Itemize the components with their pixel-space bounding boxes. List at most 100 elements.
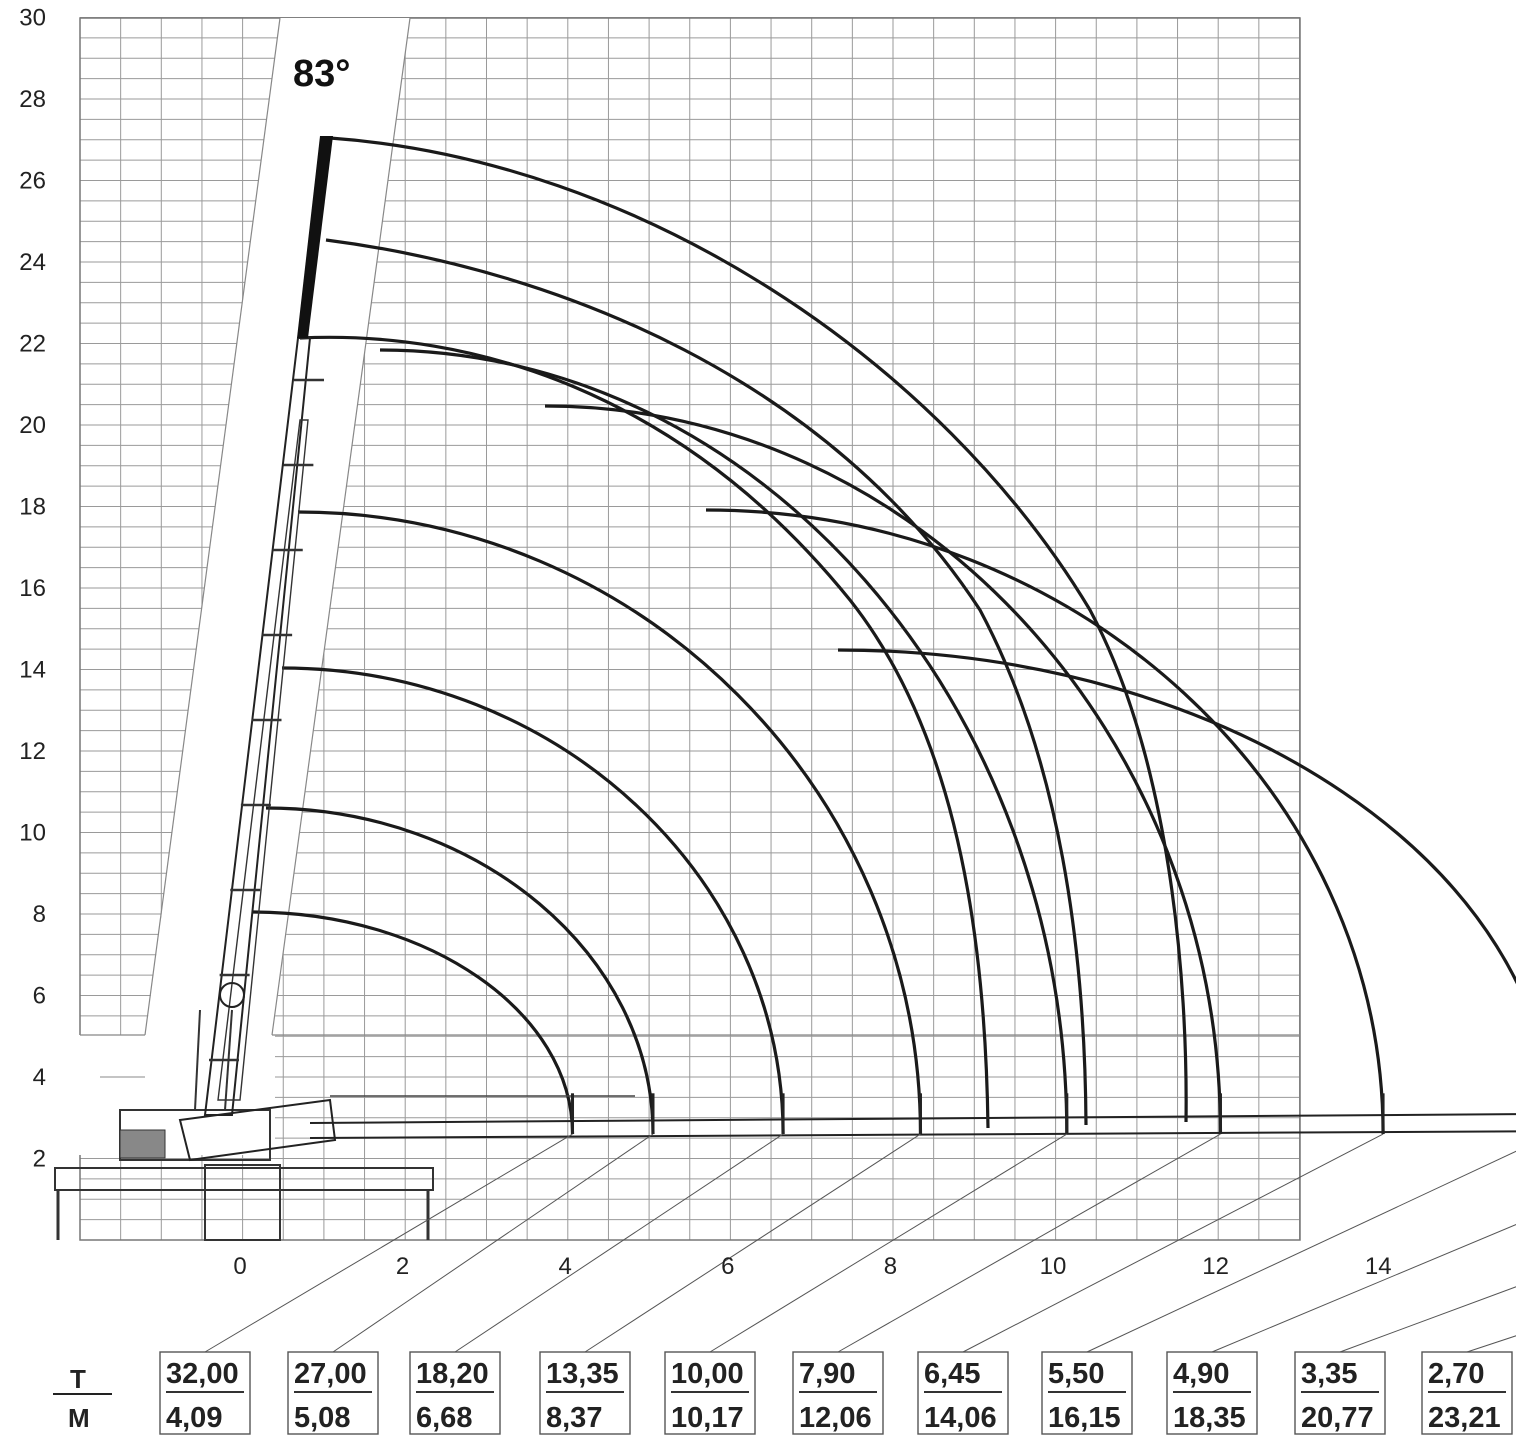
plot-frame	[79, 17, 1301, 1241]
load-box: 5,50 16,15	[1041, 1351, 1133, 1435]
axis-labels: 0246810121416182022242624681012141618202…	[19, 5, 1392, 1281]
load-value-tonnes: 2,70	[1428, 1358, 1484, 1390]
boom-extension	[217, 419, 309, 1101]
y-tick-label: 12	[19, 738, 46, 765]
corridor-edge-left	[144, 17, 281, 1036]
load-value-tonnes: 32,00	[166, 1358, 239, 1390]
leader-line	[837, 1133, 1221, 1353]
horizontal-boom-top	[309, 1113, 1516, 1124]
reach-arc	[705, 508, 1385, 1135]
boom-angle-label: 83°	[293, 53, 350, 95]
y-tick-label: 30	[19, 5, 46, 32]
leader-line	[332, 1133, 654, 1353]
crane-drawing	[54, 136, 1516, 1241]
load-radius-metres: 8,37	[546, 1402, 602, 1434]
load-value-tonnes: 7,90	[799, 1358, 855, 1390]
load-value-tonnes: 3,35	[1301, 1358, 1357, 1390]
leader-line	[1339, 1286, 1516, 1353]
unit-metres-label: M	[68, 1403, 90, 1433]
load-box: 2,70 23,21	[1421, 1351, 1513, 1435]
load-box: 4,90 18,35	[1166, 1351, 1258, 1435]
load-value-tonnes: 27,00	[294, 1358, 367, 1390]
leader-line	[1211, 1224, 1516, 1353]
boom-corridor-band	[145, 18, 410, 1040]
corridor-edge-right	[271, 17, 411, 1036]
load-box: 18,20 6,68	[409, 1351, 501, 1435]
load-radius-metres: 6,68	[416, 1402, 472, 1434]
load-box: 6,45 14,06	[917, 1351, 1009, 1435]
x-tick-label: 14	[1365, 1253, 1392, 1280]
load-box: 7,90 12,06	[792, 1351, 884, 1435]
load-value-tonnes: 5,50	[1048, 1358, 1104, 1390]
reach-arc	[329, 136, 1188, 1123]
x-tick-label: 12	[1202, 1253, 1229, 1280]
unit-tonnes-label: T	[70, 1364, 86, 1394]
load-box: 13,35 8,37	[539, 1351, 631, 1435]
x-tick-label: 8	[884, 1253, 897, 1280]
y-tick-label: 20	[19, 412, 46, 439]
load-value-tonnes: 6,45	[924, 1358, 980, 1390]
lift-cylinder	[194, 1009, 201, 1111]
load-radius-metres: 18,35	[1173, 1402, 1246, 1434]
reach-arc	[265, 806, 655, 1135]
y-tick-label: 10	[19, 820, 46, 847]
horizontal-boom-base	[178, 1098, 337, 1162]
load-box: 10,00 10,17	[664, 1351, 756, 1435]
leader-line	[204, 1133, 573, 1353]
y-tick-label: 6	[33, 983, 46, 1010]
lift-cylinder	[224, 1009, 233, 1111]
leader-line	[1466, 1335, 1516, 1353]
reach-arc	[299, 335, 990, 1129]
leader-line	[1086, 1150, 1516, 1353]
load-table: T M 32,00 4,09 27,00 5,08 18,20 6,68 13,35 8,37…	[53, 1351, 1513, 1435]
reach-arc	[379, 348, 1069, 1135]
load-value-tonnes: 10,00	[671, 1358, 744, 1390]
load-radius-metres: 20,77	[1301, 1402, 1374, 1434]
y-tick-label: 22	[19, 331, 46, 358]
jib-extension	[297, 136, 333, 338]
load-radius-metres: 14,06	[924, 1402, 997, 1434]
boom-pivot	[219, 982, 245, 1008]
y-tick-label: 14	[19, 657, 46, 684]
y-tick-label: 18	[19, 494, 46, 521]
load-value-tonnes: 13,35	[546, 1358, 619, 1390]
leader-line	[584, 1133, 921, 1353]
control-seat	[119, 1129, 166, 1159]
load-radius-metres: 4,09	[166, 1402, 222, 1434]
load-box: 3,35 20,77	[1294, 1351, 1386, 1435]
load-box: 27,00 5,08	[287, 1351, 379, 1435]
load-box: 32,00 4,09	[159, 1351, 251, 1435]
y-tick-label: 8	[33, 901, 46, 928]
reach-arc	[251, 910, 575, 1135]
load-radius-metres: 12,06	[799, 1402, 872, 1434]
load-radius-metres: 16,15	[1048, 1402, 1121, 1434]
leader-line	[962, 1133, 1384, 1353]
x-tick-label: 10	[1040, 1253, 1067, 1280]
x-tick-label: 4	[559, 1253, 572, 1280]
reach-arc	[297, 510, 923, 1135]
leader-line	[709, 1133, 1068, 1353]
load-value-tonnes: 18,20	[416, 1358, 489, 1390]
boom-corridor	[0, 17, 1300, 1155]
load-radius-metres: 5,08	[294, 1402, 350, 1434]
reach-arc	[544, 404, 1223, 1135]
y-tick-label: 16	[19, 575, 46, 602]
x-tick-label: 6	[721, 1253, 734, 1280]
leader-line	[454, 1133, 784, 1353]
reach-arc	[281, 666, 785, 1135]
x-tick-label: 2	[396, 1253, 409, 1280]
y-tick-label: 4	[33, 1064, 46, 1091]
load-value-tonnes: 4,90	[1173, 1358, 1229, 1390]
leader-lines	[204, 1133, 1516, 1353]
horizontal-boom-bottom	[309, 1130, 1516, 1139]
load-radius-metres: 23,21	[1428, 1402, 1501, 1434]
reach-arcs	[251, 136, 1516, 1135]
load-radius-metres: 10,17	[671, 1402, 744, 1434]
y-tick-label: 24	[19, 249, 46, 276]
x-tick-label: 0	[233, 1253, 246, 1280]
outrigger-beam	[54, 1167, 434, 1191]
crane-base	[204, 1164, 281, 1241]
y-tick-label: 2	[33, 1146, 46, 1173]
